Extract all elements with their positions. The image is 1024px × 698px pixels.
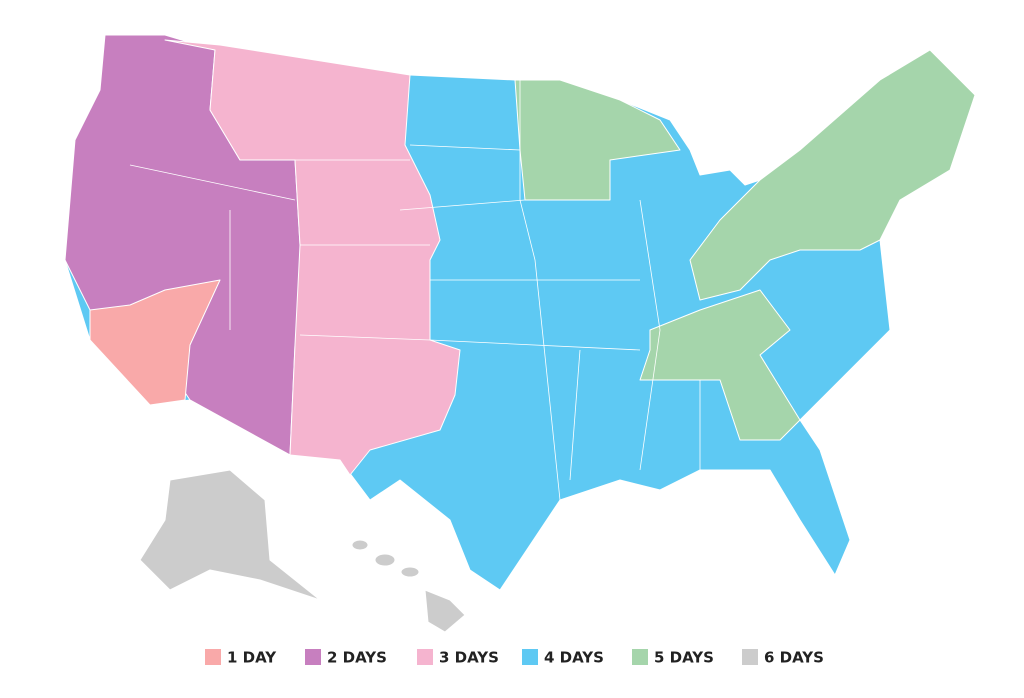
state-borders [129,80,701,501]
region [424,589,466,633]
legend-swatch [742,649,758,665]
region [689,49,976,301]
legend-swatch [632,649,648,665]
region [400,566,420,578]
region [164,39,461,476]
legend-label: 3 DAYS [439,649,499,667]
border [639,199,661,471]
legend-swatch [522,649,538,665]
legend-label: 4 DAYS [544,649,604,667]
region [374,553,396,567]
legend-swatch [205,649,221,665]
legend-label: 2 DAYS [327,649,387,667]
legend-label: 5 DAYS [654,649,714,667]
region [514,79,681,201]
hawaii [351,539,466,633]
border [519,80,561,501]
border [429,339,641,351]
border [399,199,610,211]
legend-swatch [305,649,321,665]
legend-swatch [417,649,433,665]
region [89,279,221,406]
border [129,164,296,201]
border [409,144,521,151]
border [569,349,581,481]
legend: 1 DAY 2 DAYS 3 DAYS 4 DAYS 5 DAYS 6 DAYS [205,649,824,667]
legend-label: 6 DAYS [764,649,824,667]
legend-label: 1 DAY [227,649,277,667]
region [639,289,801,441]
region [139,469,321,601]
region [351,539,369,551]
border [299,334,431,341]
map-regions [64,34,976,633]
